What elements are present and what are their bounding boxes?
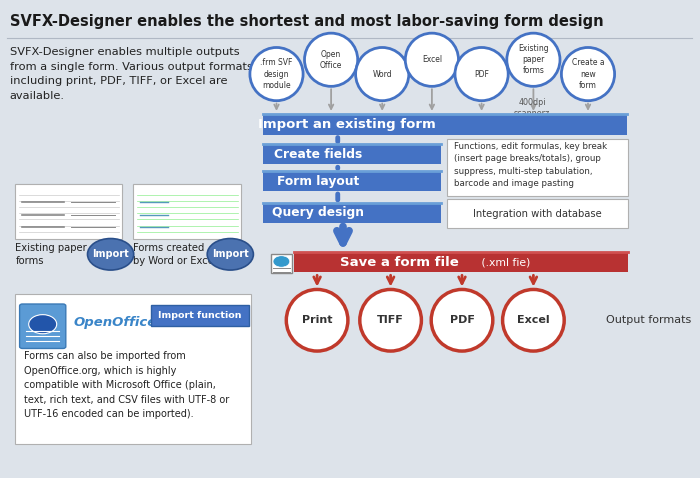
Text: OpenOffice: OpenOffice [74,315,157,329]
Circle shape [207,239,253,270]
Text: PDF: PDF [449,315,475,325]
FancyBboxPatch shape [447,139,628,196]
Ellipse shape [431,290,493,351]
Text: Existing
paper
forms: Existing paper forms [518,44,549,76]
Text: Query design: Query design [272,206,365,219]
Ellipse shape [304,33,358,87]
Text: Forms created
by Word or Excel: Forms created by Word or Excel [133,243,217,266]
Text: Save a form file: Save a form file [340,256,458,269]
Circle shape [88,239,134,270]
Text: SVFX-Designer enables the shortest and most labor-saving form design: SVFX-Designer enables the shortest and m… [10,14,603,29]
Text: Output formats: Output formats [606,315,691,325]
FancyBboxPatch shape [15,184,122,239]
Ellipse shape [286,290,348,351]
FancyBboxPatch shape [262,203,441,223]
FancyBboxPatch shape [15,294,251,444]
Ellipse shape [561,47,615,101]
FancyBboxPatch shape [262,114,626,135]
Circle shape [273,256,290,267]
Text: ™: ™ [178,314,186,319]
Text: Form layout: Form layout [277,174,360,188]
Text: Print: Print [302,315,332,325]
Text: Create a
new
form: Create a new form [572,58,604,90]
Text: Excel: Excel [422,55,442,64]
Text: Forms can also be imported from
OpenOffice.org, which is highly
compatible with : Forms can also be imported from OpenOffi… [24,351,229,419]
Ellipse shape [356,47,409,101]
FancyBboxPatch shape [271,254,292,273]
Text: 400dpi
scannerz: 400dpi scannerz [514,98,550,118]
Text: Word: Word [372,70,392,78]
Text: Import: Import [212,250,248,259]
Text: Import an existing form: Import an existing form [258,118,435,131]
Circle shape [29,315,57,334]
Ellipse shape [405,33,458,87]
Ellipse shape [455,47,508,101]
FancyBboxPatch shape [133,184,242,239]
Text: Excel: Excel [517,315,550,325]
FancyBboxPatch shape [150,305,248,326]
Text: PDF: PDF [474,70,489,78]
Text: Create fields: Create fields [274,148,363,161]
Text: Import: Import [92,250,129,259]
Text: (.xml fie): (.xml fie) [478,258,531,267]
FancyBboxPatch shape [447,199,628,228]
FancyBboxPatch shape [294,252,628,272]
Text: TIFF: TIFF [377,315,404,325]
FancyBboxPatch shape [262,144,441,164]
Ellipse shape [250,47,303,101]
Ellipse shape [360,290,421,351]
Text: .org: .org [156,314,176,323]
Text: SVFX-Designer enables multiple outputs
from a single form. Various output format: SVFX-Designer enables multiple outputs f… [10,47,253,101]
FancyBboxPatch shape [262,171,441,191]
Text: Integration with database: Integration with database [473,209,601,218]
Text: Existing paper
forms: Existing paper forms [15,243,88,266]
Ellipse shape [507,33,560,87]
Ellipse shape [503,290,564,351]
Text: Open
Office: Open Office [320,50,342,70]
Text: Functions, edit formulas, key break
(insert page breaks/totals), group
suppress,: Functions, edit formulas, key break (ins… [454,141,607,188]
Text: Import function: Import function [158,312,241,320]
Text: .frm SVF
design
module: .frm SVF design module [260,58,293,90]
FancyBboxPatch shape [20,304,66,348]
